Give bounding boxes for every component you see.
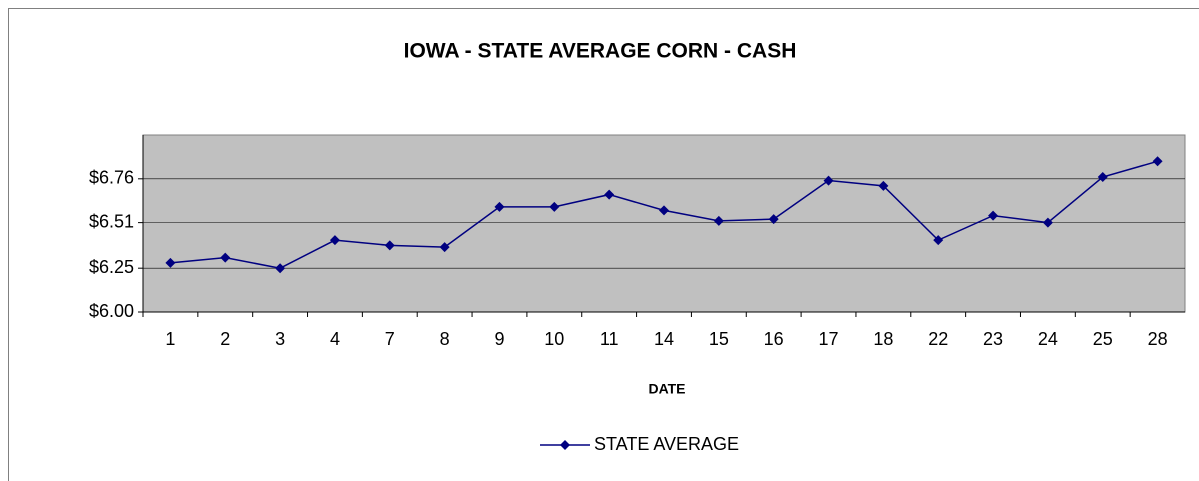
data-point	[329, 235, 340, 246]
data-point	[604, 189, 615, 200]
data-point	[384, 240, 395, 251]
data-point	[878, 180, 889, 191]
x-tick-label: 8	[440, 329, 450, 349]
data-point	[659, 205, 669, 216]
plot-area	[142, 134, 1186, 313]
x-tick-label: 16	[764, 329, 784, 349]
data-point	[713, 215, 724, 226]
y-tick-label: $6.76	[89, 168, 134, 188]
x-tick-label: 1	[165, 329, 175, 349]
x-tick-label: 24	[1038, 329, 1058, 349]
x-tick-label: 17	[819, 329, 839, 349]
x-tick-label: 28	[1148, 329, 1168, 349]
y-tick-label: $6.25	[89, 257, 134, 277]
legend-marker	[560, 440, 570, 450]
x-tick-label: 23	[983, 329, 1003, 349]
legend-label: STATE AVERAGE	[594, 434, 739, 454]
data-point	[165, 257, 176, 268]
data-point	[988, 210, 999, 221]
x-tick-label: 3	[275, 329, 285, 349]
data-point	[439, 242, 450, 253]
data-point	[823, 175, 834, 186]
x-tick-label: 15	[709, 329, 729, 349]
x-axis-label: DATE	[648, 381, 685, 397]
data-point	[1042, 217, 1053, 228]
chart-title: IOWA - STATE AVERAGE CORN - CASH	[404, 40, 797, 63]
x-tick-label: 4	[330, 329, 340, 349]
y-tick-label: $6.51	[89, 211, 134, 231]
data-point	[275, 263, 286, 274]
data-point	[768, 214, 779, 225]
data-point	[220, 252, 231, 263]
x-tick-label: 7	[385, 329, 395, 349]
data-point	[549, 201, 560, 212]
x-tick-label: 25	[1093, 329, 1113, 349]
x-tick-label: 22	[928, 329, 948, 349]
x-tick-label: 18	[873, 329, 893, 349]
x-tick-label: 11	[600, 329, 619, 349]
data-point	[1152, 156, 1163, 167]
data-point	[494, 201, 505, 212]
x-tick-label: 9	[494, 329, 504, 349]
x-tick-label: 10	[544, 329, 564, 349]
y-tick-label: $6.00	[89, 301, 134, 321]
x-tick-label: 2	[220, 329, 230, 349]
x-tick-label: 14	[654, 329, 674, 349]
data-point	[933, 235, 944, 246]
data-point	[1097, 172, 1108, 183]
